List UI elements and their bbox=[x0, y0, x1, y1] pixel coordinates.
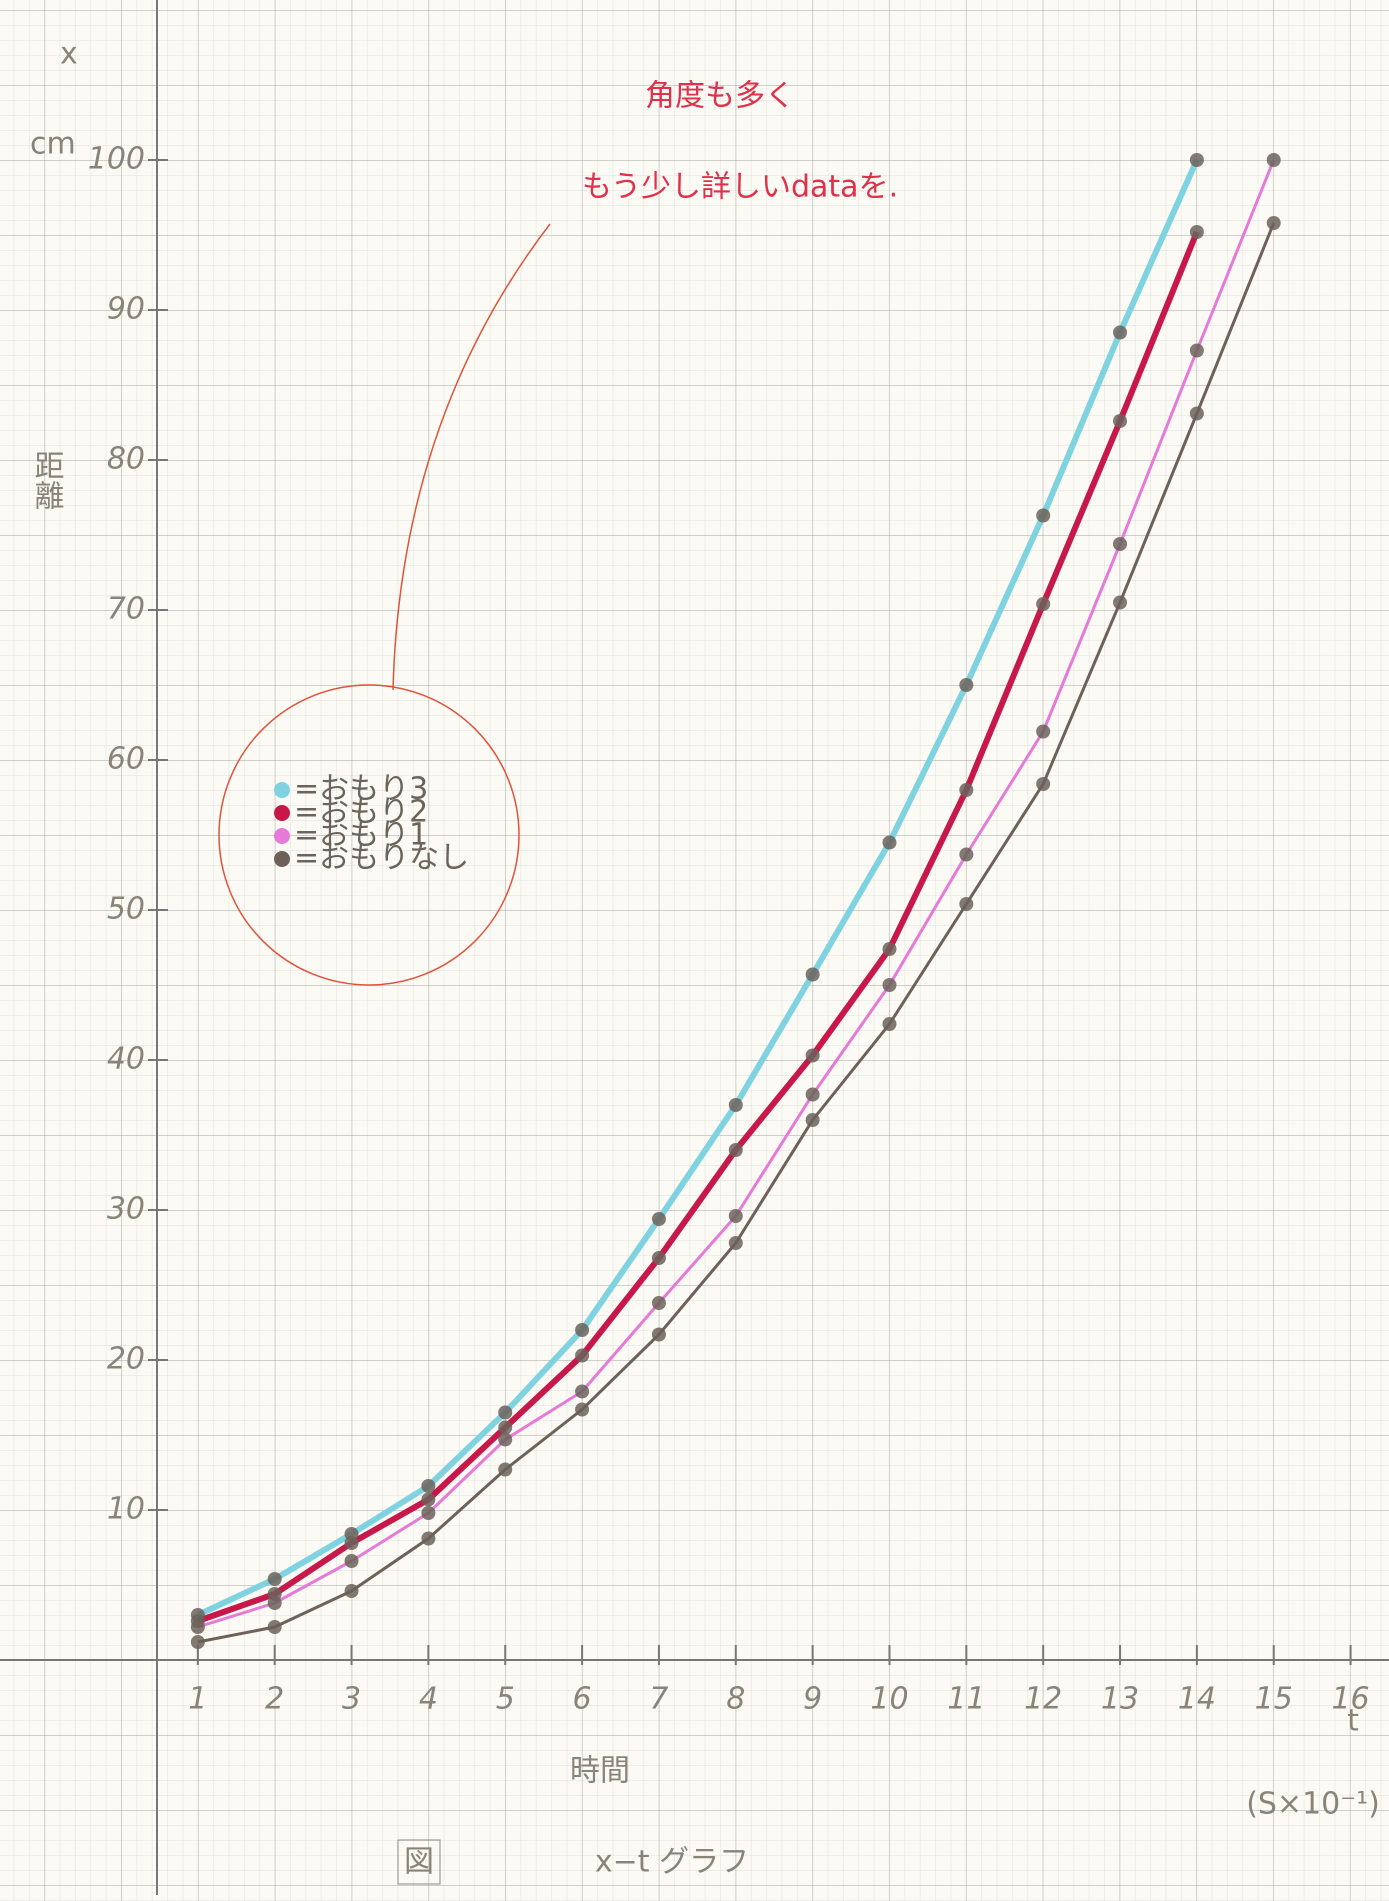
y-tick-label: 50 bbox=[107, 892, 145, 927]
data-point bbox=[498, 1433, 512, 1447]
data-point bbox=[1113, 596, 1127, 610]
y-unit: cm bbox=[30, 127, 76, 162]
x-tick-label: 3 bbox=[342, 1682, 361, 1717]
data-point bbox=[959, 678, 973, 692]
data-point bbox=[729, 1236, 743, 1250]
data-point bbox=[959, 783, 973, 797]
figure-label: 図 bbox=[404, 1845, 434, 1880]
data-point bbox=[421, 1479, 435, 1493]
data-point bbox=[1267, 216, 1281, 230]
y-axis-title: 距離 bbox=[29, 450, 64, 510]
data-point bbox=[882, 978, 896, 992]
data-point bbox=[1113, 326, 1127, 340]
series-line bbox=[198, 160, 1274, 1627]
y-tick-label: 40 bbox=[107, 1042, 145, 1077]
x-tick-label: 9 bbox=[803, 1682, 822, 1717]
legend-swatch bbox=[274, 805, 290, 821]
annotation-leader bbox=[393, 224, 550, 690]
data-point bbox=[882, 836, 896, 850]
x-tick-label: 13 bbox=[1101, 1682, 1139, 1717]
data-point bbox=[729, 1098, 743, 1112]
x-tick-label: 1 bbox=[188, 1682, 207, 1717]
y-tick-label: 60 bbox=[107, 742, 145, 777]
data-point bbox=[652, 1328, 666, 1342]
data-point bbox=[1190, 344, 1204, 358]
legend-swatch bbox=[274, 782, 290, 798]
data-point bbox=[345, 1584, 359, 1598]
x-tick-label: 5 bbox=[496, 1682, 515, 1717]
data-point bbox=[268, 1596, 282, 1610]
chart-title: x−t グラフ bbox=[595, 1845, 749, 1880]
x-tick-label: 11 bbox=[947, 1682, 985, 1717]
series-line bbox=[198, 160, 1197, 1615]
data-point bbox=[191, 1635, 205, 1649]
data-point bbox=[345, 1554, 359, 1568]
data-point bbox=[1190, 407, 1204, 421]
data-point bbox=[498, 1421, 512, 1435]
y-tick-label: 80 bbox=[107, 442, 145, 477]
data-point bbox=[959, 848, 973, 862]
data-point bbox=[268, 1620, 282, 1634]
annotation: もう少し詳しいdataを. bbox=[582, 170, 898, 205]
data-point bbox=[1036, 777, 1050, 791]
data-point bbox=[498, 1406, 512, 1420]
x-tick-label: 16 bbox=[1331, 1682, 1369, 1717]
y-tick-label: 10 bbox=[107, 1492, 145, 1527]
annotation: 角度も多く bbox=[645, 79, 795, 114]
data-point bbox=[575, 1349, 589, 1363]
chart: x cm 距離 時間 t (S×10⁻¹) 図 x−t グラフ 角度も多く もう… bbox=[0, 0, 1389, 1901]
data-point bbox=[1036, 509, 1050, 523]
x-tick-label: 10 bbox=[870, 1682, 908, 1717]
data-point bbox=[191, 1620, 205, 1634]
data-point bbox=[729, 1209, 743, 1223]
x-tick-label: 12 bbox=[1024, 1682, 1062, 1717]
y-tick-label: 70 bbox=[107, 592, 145, 627]
data-point bbox=[1036, 725, 1050, 739]
x-tick-label: 4 bbox=[419, 1682, 438, 1717]
y-symbol: x bbox=[60, 37, 78, 72]
data-point bbox=[1190, 153, 1204, 167]
data-point bbox=[421, 1506, 435, 1520]
data-point bbox=[498, 1463, 512, 1477]
data-point bbox=[421, 1493, 435, 1507]
data-point bbox=[806, 1113, 820, 1127]
x-axis-title: 時間 bbox=[570, 1754, 630, 1789]
data-point bbox=[575, 1403, 589, 1417]
data-point bbox=[729, 1143, 743, 1157]
x-unit: (S×10⁻¹) bbox=[1246, 1787, 1380, 1822]
x-tick-label: 7 bbox=[649, 1682, 668, 1717]
x-tick-label: 14 bbox=[1178, 1682, 1216, 1717]
data-point bbox=[1190, 225, 1204, 239]
data-point bbox=[1113, 414, 1127, 428]
data-point bbox=[575, 1385, 589, 1399]
legend-label: =おもりなし bbox=[294, 841, 469, 876]
x-tick-label: 15 bbox=[1255, 1682, 1293, 1717]
x-tick-label: 6 bbox=[573, 1682, 592, 1717]
data-point bbox=[575, 1323, 589, 1337]
data-point bbox=[652, 1296, 666, 1310]
data-point bbox=[806, 1049, 820, 1063]
legend-swatch bbox=[274, 851, 290, 867]
data-point bbox=[345, 1536, 359, 1550]
x-tick-label: 8 bbox=[726, 1682, 745, 1717]
data-point bbox=[1036, 597, 1050, 611]
data-point bbox=[806, 1088, 820, 1102]
data-point bbox=[959, 897, 973, 911]
data-point bbox=[268, 1572, 282, 1586]
y-tick-label: 30 bbox=[107, 1192, 145, 1227]
data-point bbox=[882, 942, 896, 956]
y-tick-label: 100 bbox=[88, 142, 145, 177]
data-point bbox=[652, 1212, 666, 1226]
data-point bbox=[652, 1251, 666, 1265]
data-point bbox=[806, 968, 820, 982]
y-tick-label: 20 bbox=[107, 1342, 145, 1377]
data-point bbox=[1267, 153, 1281, 167]
data-point bbox=[882, 1017, 896, 1031]
data-point bbox=[421, 1532, 435, 1546]
legend-swatch bbox=[274, 828, 290, 844]
x-tick-label: 2 bbox=[265, 1682, 284, 1717]
data-point bbox=[1113, 537, 1127, 551]
series-line bbox=[198, 232, 1197, 1621]
y-tick-label: 90 bbox=[107, 292, 145, 327]
